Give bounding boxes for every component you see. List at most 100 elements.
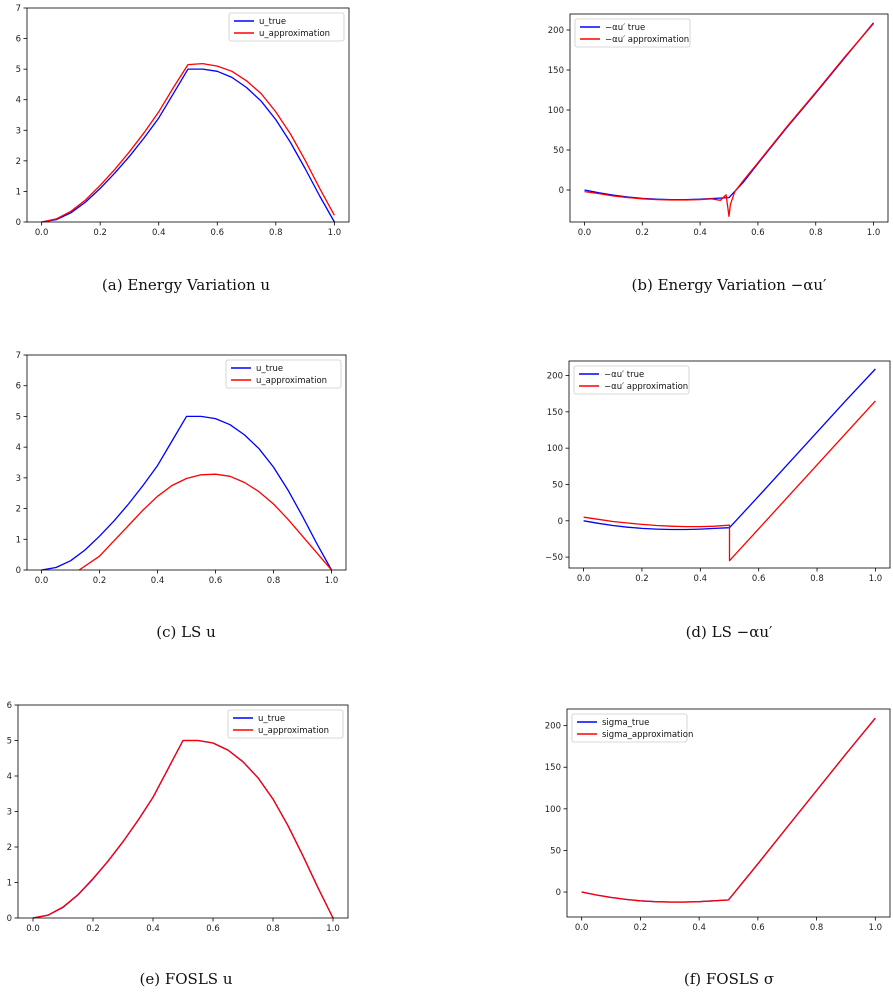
x-tick-label: 0.8 [810,923,824,933]
x-tick-label: 0.6 [209,576,223,586]
x-tick-label: 0.8 [809,228,823,238]
legend-entry: sigma_approximation [602,730,693,740]
legend-box [225,359,342,389]
x-tick-label: 0.4 [152,228,166,238]
legend-entry: u_approximation [259,29,330,39]
legend-entry: u_approximation [258,726,329,736]
x-tick-label: 0.6 [751,228,765,238]
x-tick-label: 0.0 [575,923,589,933]
chart-caption: (a) Energy Variation u [102,276,271,294]
y-tick-label: 3 [16,474,21,484]
y-tick-label: 1 [16,187,21,197]
chart-f: 0.0 0.2 0.4 0.6 0.8 1.0 0 50 100 150 200 sigma_true… [545,708,891,988]
y-tick-label: 200 [547,372,563,382]
series-line-approximation [32,739,334,919]
x-tick-label: 0.6 [752,574,766,584]
y-tick-label: 150 [545,763,561,773]
legend: −αu′ true −αu′ approximation [573,365,690,395]
x-tick-label: 0.8 [266,924,280,934]
legend: sigma_true sigma_approximation [571,713,693,743]
x-tick-label: 1.0 [869,923,883,933]
axes-frame [26,354,347,571]
y-tick-label: 100 [548,106,564,116]
legend-entry: −αu′ true [604,370,644,380]
x-tick-label: 0.0 [35,228,49,238]
series-line-true [32,739,334,919]
series-line-true [41,415,333,571]
series-line-true [584,22,875,201]
series-line-approximation [78,473,332,571]
y-tick-label: 0 [556,888,561,898]
x-tick-label: 0.2 [93,576,107,586]
legend-box [228,12,345,42]
y-tick-label: 3 [7,808,12,818]
chart-caption: (e) FOSLS u [140,970,233,988]
chart-a: 0.0 0.2 0.4 0.6 0.8 1.0 0 1 2 3 4 5 6 7 u_true u_approx… [16,4,350,294]
x-tick-label: 0.8 [269,228,283,238]
x-tick-label: 1.0 [328,228,342,238]
x-tick-label: 0.0 [578,228,592,238]
series-line-true [581,717,876,903]
y-tick-label: 6 [16,35,21,45]
series-line-approximation [583,400,876,562]
y-tick-label: 50 [553,146,564,156]
axes-frame [26,7,350,223]
legend-box [574,18,691,48]
series-line-true [583,368,876,531]
y-tick-label: 100 [547,444,563,454]
legend-entry: u_true [258,714,285,724]
series-line-approximation [581,717,876,903]
axes-frame [568,360,891,569]
y-tick-label: 5 [16,412,21,422]
x-tick-label: 0.2 [634,923,648,933]
x-tick-label: 0.4 [151,576,165,586]
y-tick-label: 3 [16,126,21,136]
x-tick-label: 0.4 [693,228,707,238]
x-tick-label: 0.0 [35,576,49,586]
legend-box [573,365,690,395]
x-tick-label: 0.6 [211,228,225,238]
chart-caption: (f) FOSLS σ [684,970,774,988]
y-tick-label: 7 [16,4,21,14]
y-tick-label: 0 [16,566,21,576]
y-tick-label: −50 [545,553,563,563]
x-tick-label: 1.0 [325,576,339,586]
x-tick-label: 0.4 [146,924,160,934]
chart-caption: (b) Energy Variation −αu′ [632,276,828,294]
y-tick-label: 2 [16,505,21,515]
x-tick-label: 0.8 [810,574,824,584]
x-tick-label: 0.2 [86,924,100,934]
y-tick-label: 50 [552,480,563,490]
y-tick-label: 100 [545,805,561,815]
legend-entry: u_true [256,364,283,374]
y-tick-label: 4 [16,443,21,453]
legend-entry: −αu′ approximation [604,382,688,392]
y-tick-label: 7 [16,351,21,361]
y-tick-label: 200 [548,26,564,36]
axes-frame [566,708,891,918]
y-tick-label: 50 [550,846,561,856]
x-tick-label: 0.2 [636,228,650,238]
legend-entry: −αu′ true [605,23,645,33]
chart-d: 0.0 0.2 0.4 0.6 0.8 1.0 −50 0 50 100 150 200 −αu′ tr… [545,360,891,641]
legend: −αu′ true −αu′ approximation [574,18,691,48]
y-tick-label: 0 [559,186,564,196]
chart-e: 0.0 0.2 0.4 0.6 0.8 1.0 0 1 2 3 4 5 6 u_true u_approxi… [7,701,349,988]
y-tick-label: 0 [16,218,21,228]
series-line-true [41,68,335,223]
x-tick-label: 1.0 [867,228,881,238]
y-tick-label: 0 [7,914,12,924]
x-tick-label: 0.0 [577,574,591,584]
legend: u_true u_approximation [225,359,342,389]
x-tick-label: 0.0 [26,924,40,934]
legend-entry: u_approximation [256,376,327,386]
x-tick-label: 0.6 [751,923,765,933]
x-tick-label: 0.6 [206,924,220,934]
x-tick-label: 0.8 [267,576,281,586]
chart-caption: (c) LS u [156,623,216,641]
y-tick-label: 4 [16,96,21,106]
x-tick-label: 1.0 [869,574,883,584]
y-tick-label: 2 [16,157,21,167]
